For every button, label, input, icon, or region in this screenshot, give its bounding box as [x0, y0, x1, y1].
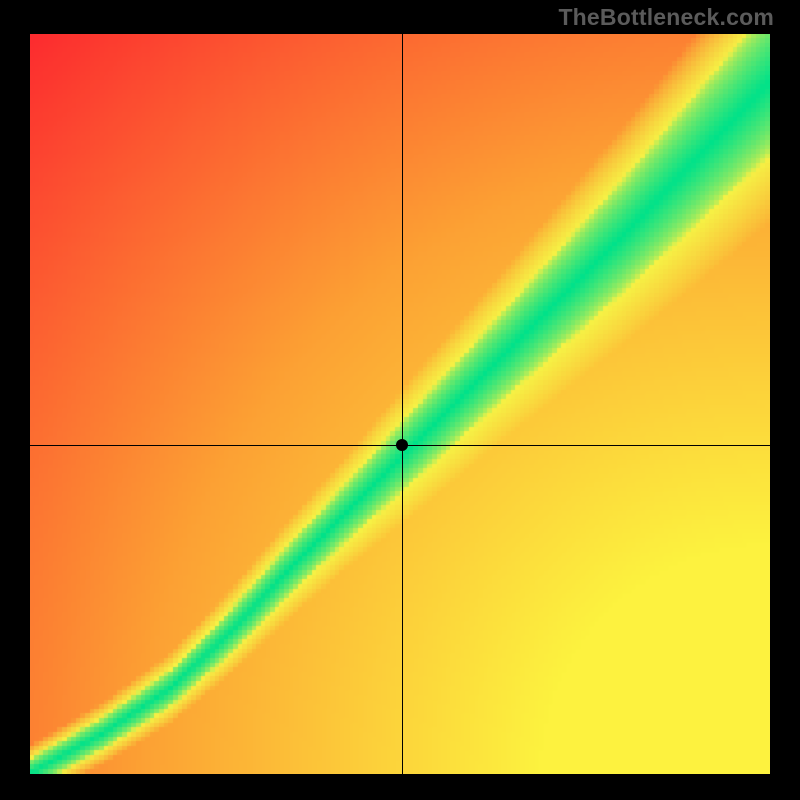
chart-frame: { "watermark": { "text": "TheBottleneck.…	[0, 0, 800, 800]
plot-area	[30, 34, 770, 774]
watermark-text: TheBottleneck.com	[558, 4, 774, 31]
heatmap-canvas	[30, 34, 770, 774]
